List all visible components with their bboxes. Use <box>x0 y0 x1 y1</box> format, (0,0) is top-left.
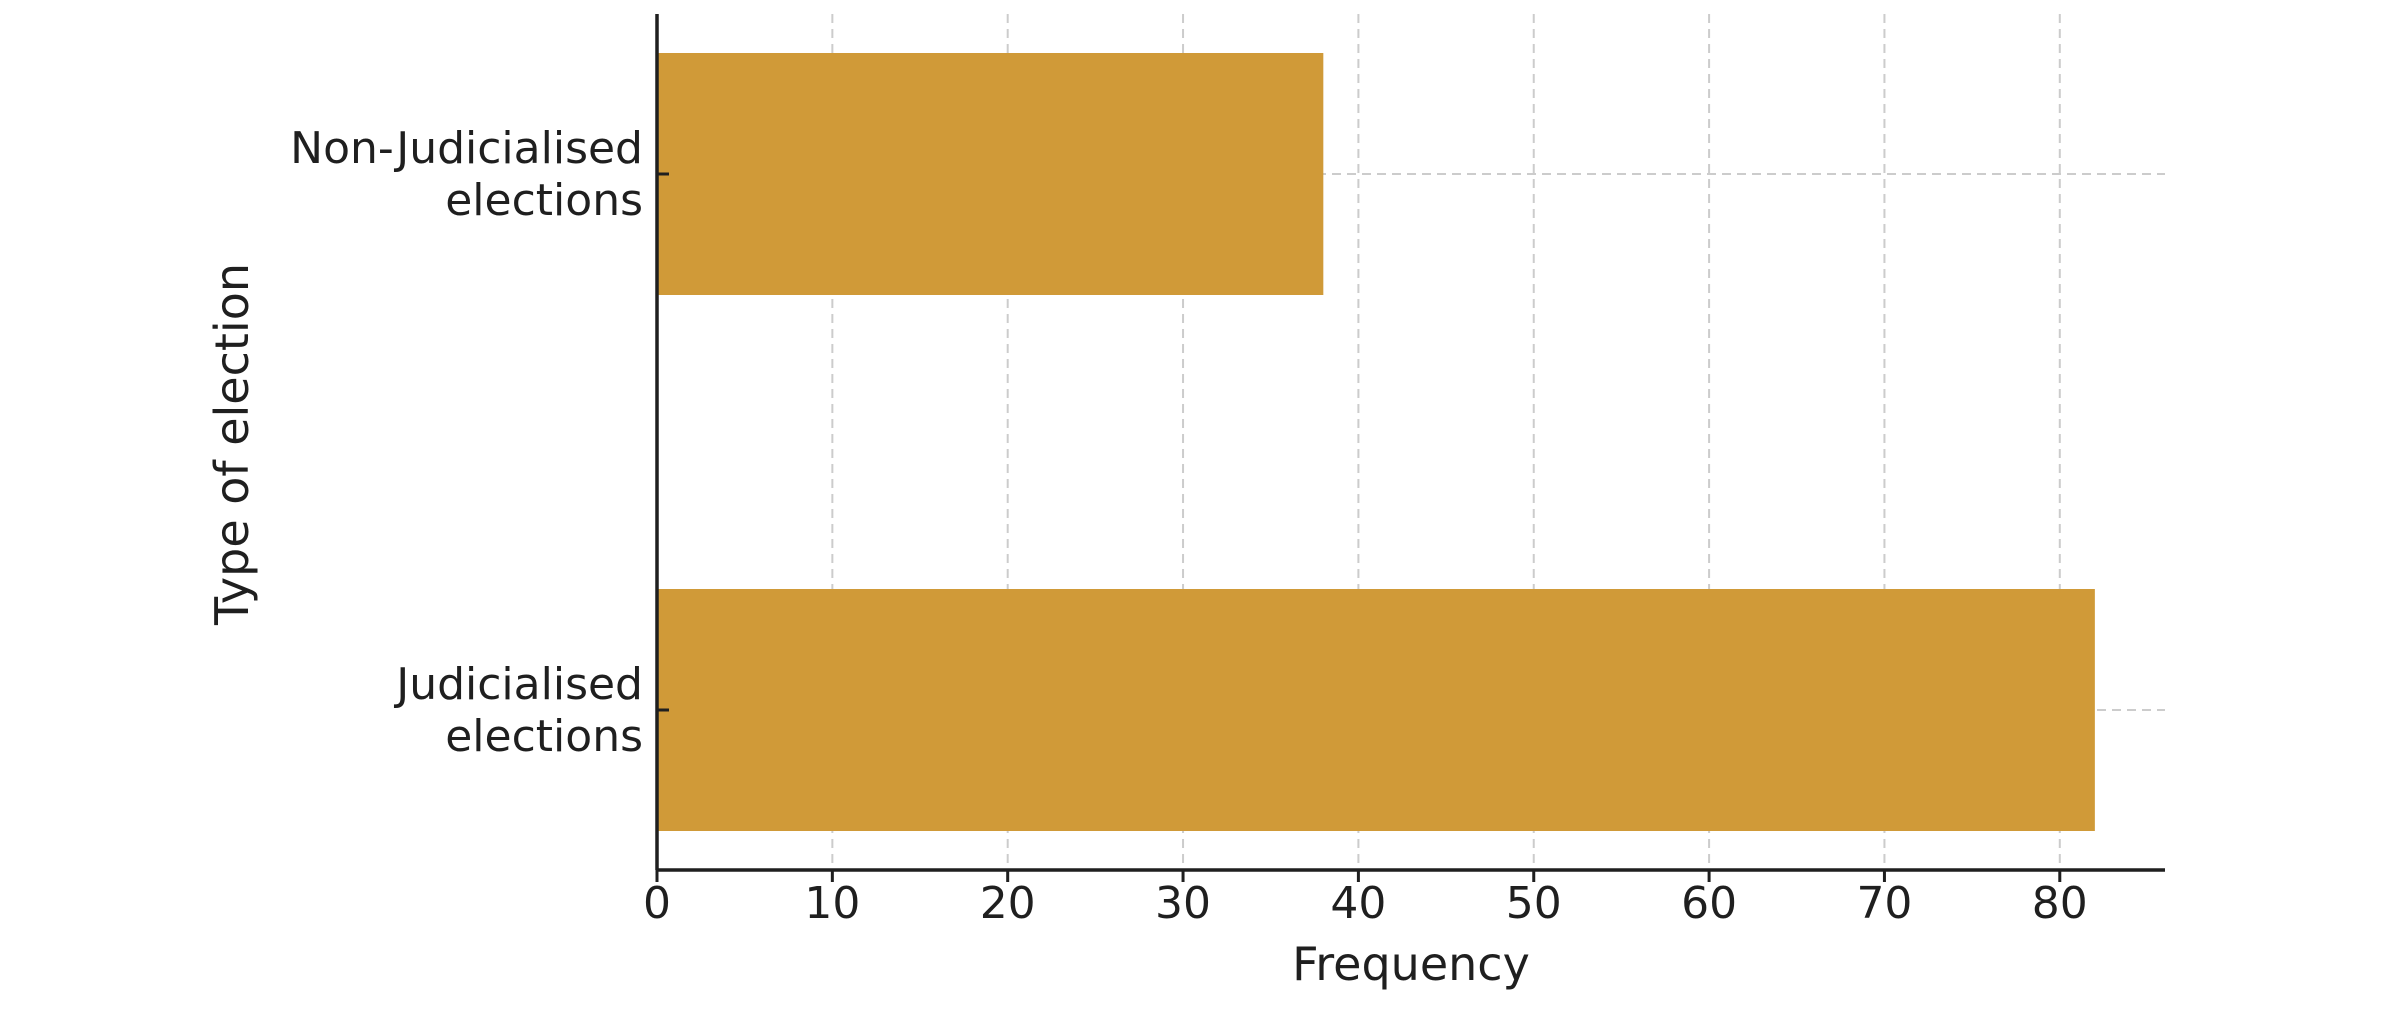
x-tick-label: 10 <box>804 878 860 929</box>
x-tick-label: 20 <box>980 878 1036 929</box>
x-axis-title: Frequency <box>1292 937 1530 991</box>
bar <box>657 589 2095 831</box>
x-tick-label: 30 <box>1155 878 1211 929</box>
bars <box>657 53 2095 831</box>
bar <box>657 53 1324 295</box>
ticks: 0 10 20 30 40 50 60 70 80 Non-Judicialised electio… <box>290 123 2088 929</box>
y-axis-title: Type of election <box>205 263 259 626</box>
y-tick-label: Non-Judicialised elections <box>290 123 643 226</box>
x-tick-label: 50 <box>1506 878 1562 929</box>
axes <box>655 14 2165 872</box>
x-tick-label: 0 <box>643 878 671 929</box>
x-tick-label: 70 <box>1856 878 1912 929</box>
x-tick-label: 60 <box>1681 878 1737 929</box>
y-tick-label: Judicialised elections <box>393 659 643 762</box>
x-tick-label: 40 <box>1330 878 1386 929</box>
x-tick-label: 80 <box>2032 878 2088 929</box>
